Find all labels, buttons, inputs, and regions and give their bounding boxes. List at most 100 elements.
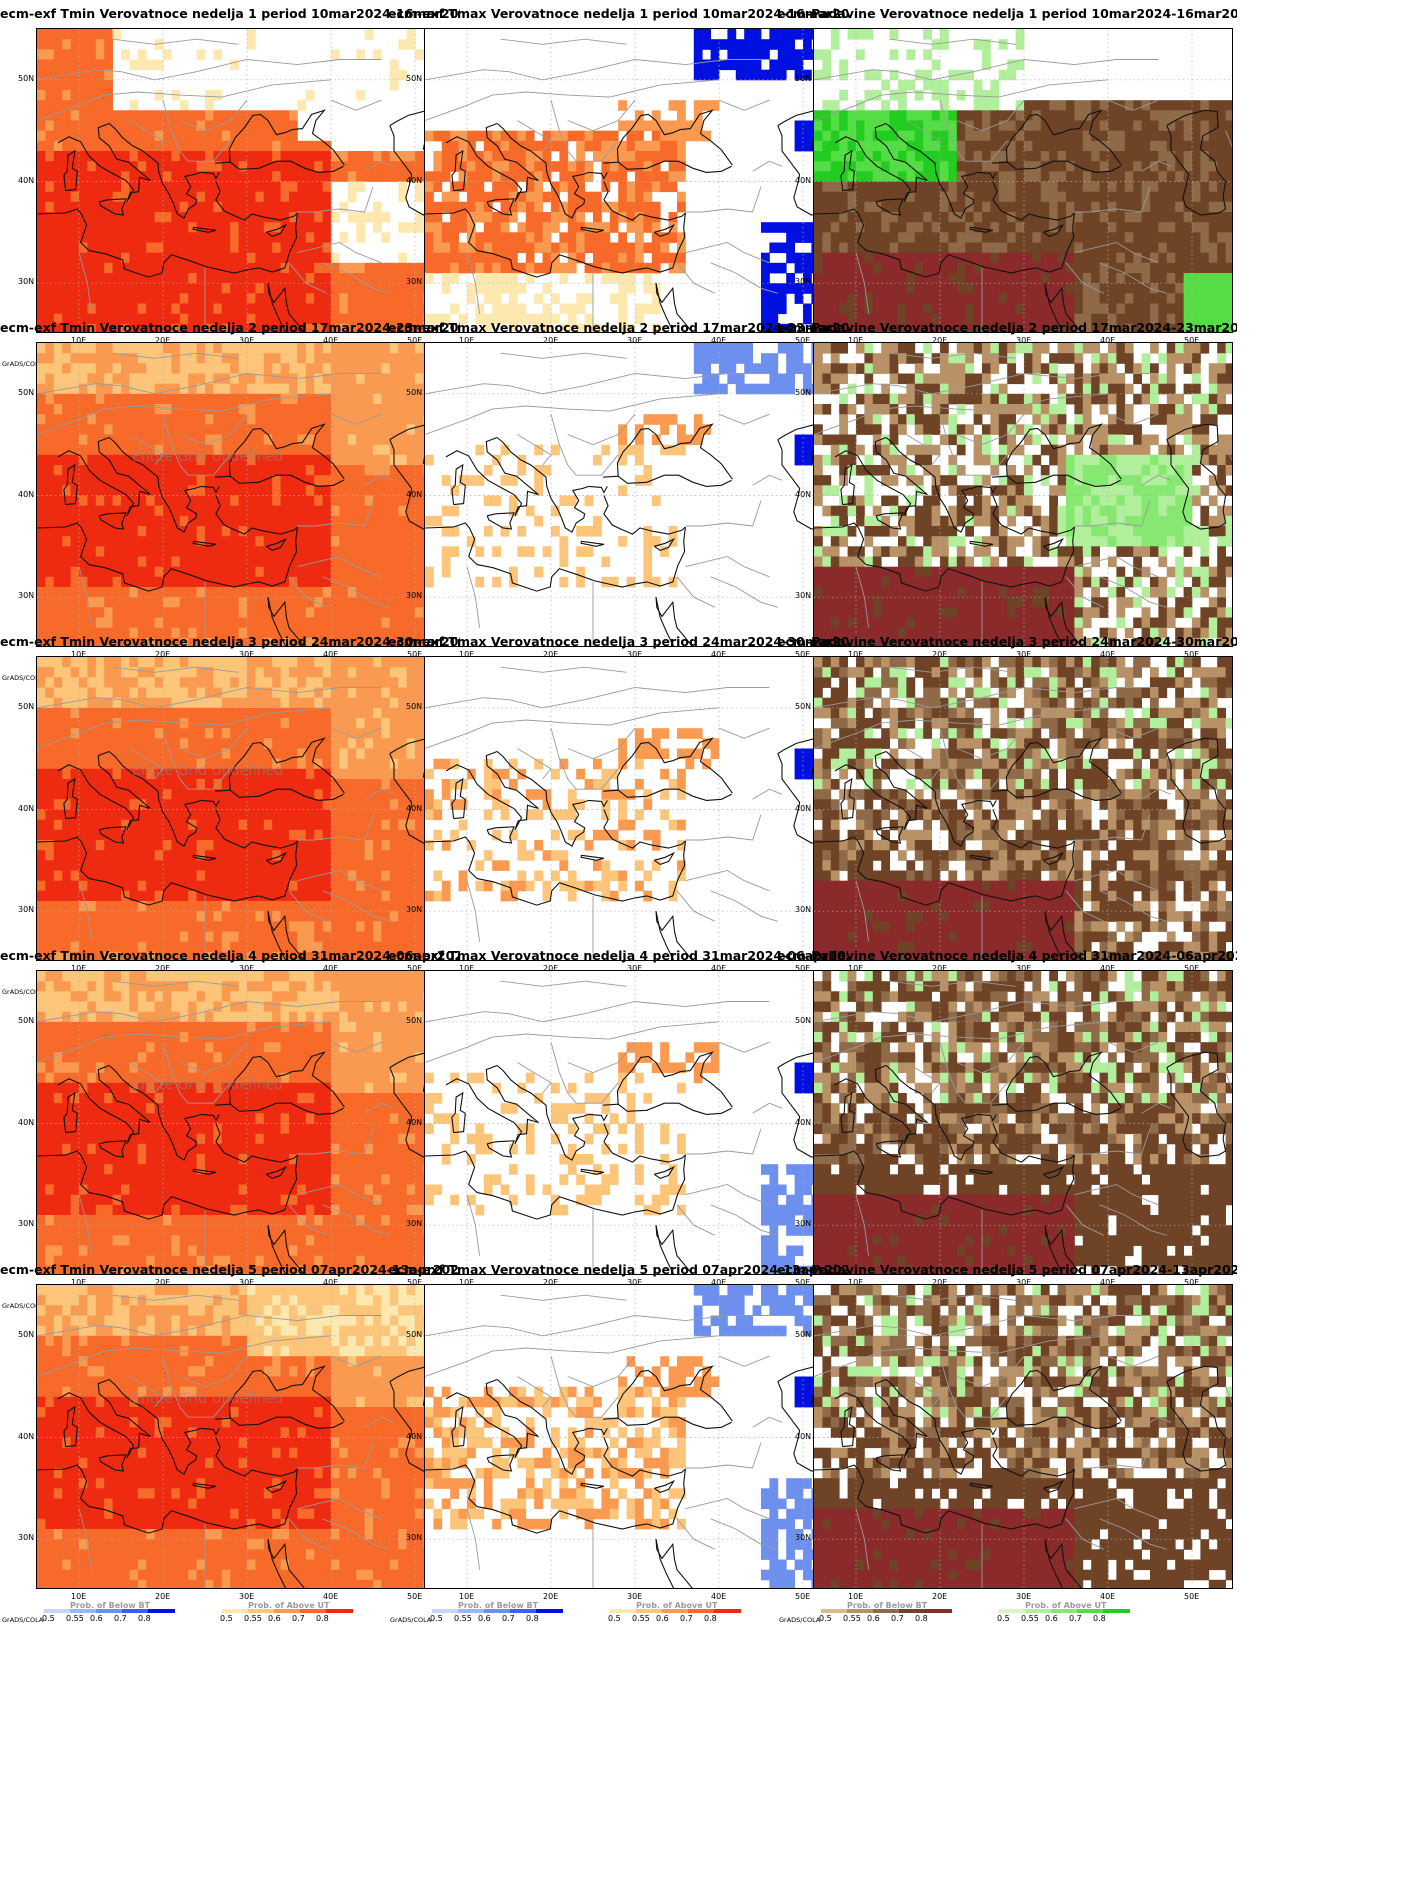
grid-cell bbox=[205, 383, 214, 395]
grid-cell bbox=[314, 353, 323, 364]
grid-cell bbox=[956, 323, 966, 332]
grid-cell bbox=[651, 495, 661, 507]
grid-cell bbox=[1192, 151, 1201, 162]
grid-cell bbox=[398, 505, 407, 517]
grid-cell bbox=[433, 151, 443, 162]
grid-cell bbox=[651, 120, 661, 132]
grid-cell bbox=[314, 495, 323, 507]
grid-cell bbox=[576, 222, 585, 233]
grid-cell bbox=[973, 140, 983, 152]
grid-cell bbox=[205, 273, 214, 284]
grid-cell bbox=[872, 120, 882, 132]
grid-cell bbox=[803, 434, 812, 446]
grid-cell bbox=[752, 363, 762, 374]
grid-cell bbox=[864, 120, 874, 132]
grid-cell bbox=[238, 454, 248, 466]
grid-cell bbox=[112, 627, 122, 639]
grid-cell bbox=[702, 353, 711, 364]
grid-cell bbox=[1225, 283, 1232, 294]
country-border bbox=[78, 566, 93, 628]
grid-cell bbox=[1032, 222, 1042, 233]
grid-cell bbox=[112, 576, 122, 588]
grid-cell bbox=[769, 242, 779, 254]
grid-cell bbox=[87, 536, 97, 547]
grid-cell bbox=[70, 171, 80, 182]
grid-cell bbox=[856, 252, 865, 264]
grid-cell bbox=[230, 587, 239, 598]
grid-cell bbox=[373, 566, 382, 578]
grid-cell bbox=[95, 627, 105, 639]
grid-cell bbox=[255, 283, 265, 294]
grid-cell bbox=[830, 151, 840, 162]
grid-cell bbox=[425, 222, 434, 233]
longitude-label: 10E bbox=[848, 336, 864, 345]
grid-cell bbox=[998, 242, 1008, 254]
grid-cell bbox=[389, 536, 399, 547]
grid-cell bbox=[104, 424, 113, 435]
country-border bbox=[162, 414, 231, 476]
grid-cell bbox=[425, 191, 434, 203]
grid-cell bbox=[196, 110, 206, 121]
grid-cell bbox=[940, 252, 949, 264]
grid-cell bbox=[205, 566, 214, 578]
grid-cell bbox=[356, 556, 365, 568]
grid-cell bbox=[272, 161, 281, 172]
grid-cell bbox=[735, 69, 745, 81]
grid-cell bbox=[872, 232, 882, 243]
grid-cell bbox=[872, 252, 882, 264]
grid-cell bbox=[205, 393, 214, 405]
grid-cell bbox=[1007, 222, 1016, 233]
grid-cell bbox=[584, 262, 594, 274]
grid-cell bbox=[263, 495, 273, 507]
grid-cell bbox=[146, 59, 155, 71]
grid-cell bbox=[255, 242, 265, 254]
grid-cell bbox=[339, 485, 349, 496]
grid-cell bbox=[255, 201, 265, 213]
grid-cell bbox=[1015, 171, 1025, 182]
grid-cell bbox=[398, 465, 407, 476]
grid-cell bbox=[1124, 273, 1134, 284]
grid-cell bbox=[154, 607, 164, 618]
grid-cell bbox=[205, 242, 214, 254]
grid-cell bbox=[179, 110, 189, 121]
grid-cell bbox=[205, 252, 214, 264]
grid-cell bbox=[856, 49, 865, 60]
grid-cell bbox=[146, 353, 155, 364]
grid-cell bbox=[458, 262, 468, 274]
grid-cell bbox=[839, 242, 848, 254]
grid-cell bbox=[37, 232, 46, 243]
grid-cell bbox=[677, 110, 686, 121]
grid-cell bbox=[814, 171, 823, 182]
grid-cell bbox=[1116, 323, 1126, 332]
grid-cell bbox=[1192, 313, 1201, 325]
grid-cell bbox=[609, 242, 619, 254]
grid-cell bbox=[95, 587, 105, 598]
grid-cell bbox=[626, 161, 636, 172]
grid-cell bbox=[517, 313, 527, 325]
grid-cell bbox=[872, 323, 882, 332]
grid-cell bbox=[263, 475, 273, 486]
grid-cell bbox=[618, 212, 627, 223]
grid-cell bbox=[931, 79, 941, 91]
grid-cell bbox=[584, 526, 594, 537]
grid-cell bbox=[297, 353, 307, 364]
grid-cell bbox=[62, 201, 71, 213]
grid-cell bbox=[898, 79, 907, 91]
grid-cell bbox=[263, 323, 273, 332]
grid-cell bbox=[1183, 161, 1193, 172]
grid-cell bbox=[1141, 313, 1151, 325]
grid-cell bbox=[347, 485, 357, 496]
grid-cell bbox=[956, 293, 966, 304]
grid-cell bbox=[982, 252, 991, 264]
grid-cell bbox=[196, 49, 206, 60]
grid-cell bbox=[45, 515, 55, 527]
grid-cell bbox=[230, 353, 239, 364]
coastline bbox=[1042, 223, 1065, 238]
grid-cell bbox=[1049, 100, 1058, 111]
grid-cell bbox=[263, 262, 273, 274]
grid-cell bbox=[37, 485, 46, 496]
grid-cell bbox=[238, 465, 248, 476]
grid-cell bbox=[79, 313, 88, 325]
grid-cell bbox=[297, 454, 307, 466]
coastline bbox=[486, 512, 515, 530]
